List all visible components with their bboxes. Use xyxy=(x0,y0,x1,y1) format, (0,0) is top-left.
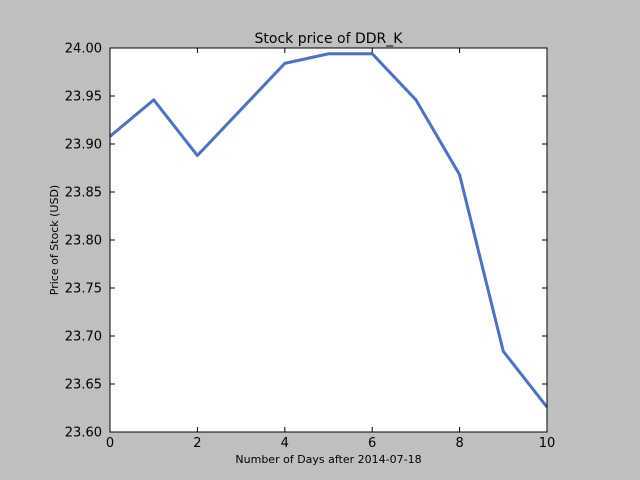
x-tick-label: 8 xyxy=(455,436,463,451)
y-tick-label: 24.00 xyxy=(65,42,102,57)
y-tick-label: 23.95 xyxy=(65,90,102,105)
plot-area xyxy=(110,48,547,432)
x-tick-label: 4 xyxy=(281,436,289,451)
x-tick-label: 6 xyxy=(368,436,376,451)
series-layer xyxy=(109,52,549,408)
y-axis-label: Price of Stock (USD) xyxy=(48,185,61,295)
y-tick-label: 23.85 xyxy=(65,186,102,201)
y-tick-label: 23.75 xyxy=(65,282,102,297)
chart-title: Stock price of DDR_K xyxy=(255,31,404,47)
y-tick-label: 23.65 xyxy=(65,378,102,393)
x-tick-label: 0 xyxy=(106,436,114,451)
y-tick-label: 23.60 xyxy=(65,426,102,441)
price-series-line xyxy=(109,52,549,408)
y-tick-label: 23.90 xyxy=(65,138,102,153)
x-tick-label: 2 xyxy=(193,436,201,451)
y-tick-label: 23.80 xyxy=(65,234,102,249)
x-axis-label: Number of Days after 2014-07-18 xyxy=(235,453,421,466)
ticks-layer: 0 2 4 6 8 10 23.60 23.65 23.70 23.75 23.80 23.85 23.… xyxy=(65,42,555,452)
y-tick-label: 23.70 xyxy=(65,330,102,345)
x-tick-label: 10 xyxy=(539,436,556,451)
